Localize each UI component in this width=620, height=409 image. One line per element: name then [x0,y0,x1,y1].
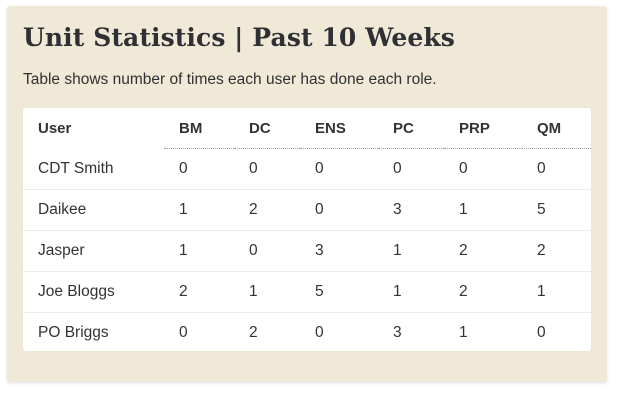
column-header-prp: PRP [444,108,522,149]
unit-statistics-panel: Unit Statistics | Past 10 Weeks Table sh… [7,6,607,382]
dc-count-cell: 2 [249,324,258,341]
prp-count-cell: 1 [444,189,522,231]
ens-count-cell: 0 [300,148,378,190]
pc-count-cell: 3 [378,189,444,231]
dc-count-cell: 1 [234,271,300,313]
pc-count-cell: 1 [378,271,444,313]
qm-count-cell: 0 [537,324,546,341]
column-header-bm: BM [164,108,234,149]
dc-count-cell: 0 [234,148,300,190]
panel-title: Unit Statistics | Past 10 Weeks [23,23,455,52]
bm-count-cell: 2 [164,271,234,313]
prp-count-cell: 0 [444,148,522,190]
qm-count-cell: 1 [522,271,591,313]
qm-count-cell: 2 [522,230,591,272]
dc-count-cell: 2 [234,189,300,231]
bm-count-cell: 0 [164,148,234,190]
user-name-cell: Joe Bloggs [23,271,164,313]
pc-count-cell: 3 [393,324,402,341]
user-name-cell: CDT Smith [23,148,164,190]
prp-count-cell: 2 [444,230,522,272]
panel-subtitle: Table shows number of times each user ha… [23,71,437,88]
user-name-cell: Daikee [23,189,164,231]
column-header-dc: DC [234,108,300,149]
bm-count-cell: 1 [164,230,234,272]
table-row: Jasper 1 0 3 1 2 2 [23,230,591,272]
table-row: Joe Bloggs 2 1 5 1 2 1 [23,271,591,313]
bm-count-cell: 1 [164,189,234,231]
column-header-pc: PC [378,108,444,149]
bm-count-cell: 0 [179,324,188,341]
table-row: PO Briggs 0 2 0 3 1 0 [23,313,591,354]
pc-count-cell: 1 [378,230,444,272]
qm-count-cell: 5 [522,189,591,231]
column-header-ens: ENS [300,108,378,149]
user-name-cell: PO Briggs [38,324,109,341]
prp-count-cell: 2 [444,271,522,313]
statistics-table-card: User BM DC ENS PC PRP QM CDT Smith 0 0 0… [23,108,591,351]
prp-count-cell: 1 [459,324,468,341]
ens-count-cell: 0 [315,324,324,341]
table-row: Daikee 1 2 0 3 1 5 [23,189,591,231]
ens-count-cell: 5 [300,271,378,313]
ens-count-cell: 0 [300,189,378,231]
table-header-row: User BM DC ENS PC PRP QM [23,108,591,149]
user-name-cell: Jasper [23,230,164,272]
table-row: CDT Smith 0 0 0 0 0 0 [23,148,591,190]
statistics-table: User BM DC ENS PC PRP QM CDT Smith 0 0 0… [23,108,591,353]
ens-count-cell: 3 [300,230,378,272]
qm-count-cell: 0 [522,148,591,190]
column-header-qm: QM [522,108,591,149]
pc-count-cell: 0 [378,148,444,190]
dc-count-cell: 0 [234,230,300,272]
column-header-user: User [23,108,164,149]
